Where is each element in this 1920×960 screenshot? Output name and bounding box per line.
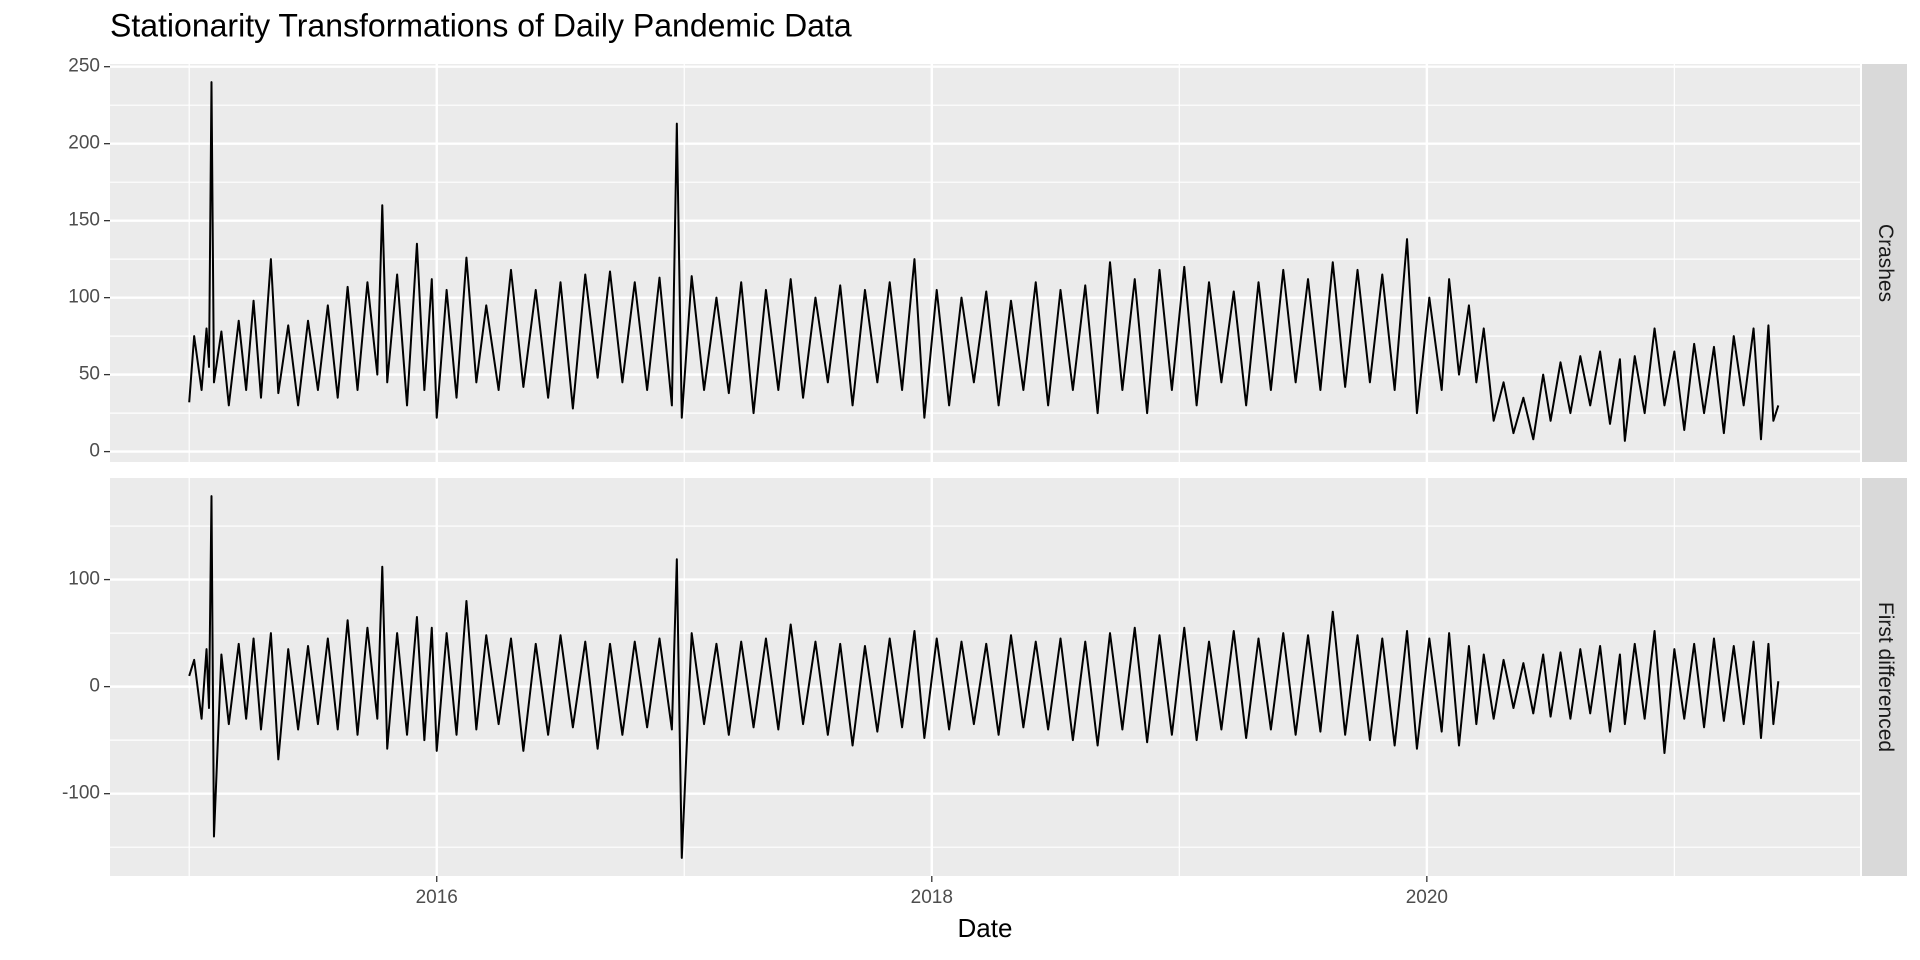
facet-strip (1862, 478, 1907, 876)
y-tick-label: 0 (89, 441, 100, 462)
y-tick-label: 50 (79, 364, 100, 385)
y-tick-label: 100 (68, 569, 100, 590)
panel-background (110, 64, 1860, 462)
x-tick-label: 2018 (911, 887, 953, 908)
y-tick-label: -100 (62, 783, 100, 804)
y-tick-label: 150 (68, 210, 100, 231)
y-tick-label: 200 (68, 133, 100, 154)
facet-strip (1862, 64, 1907, 462)
facet-label: First differenced (1874, 602, 1897, 752)
facet-label: Crashes (1874, 224, 1897, 302)
series-line (188, 81, 1780, 442)
x-tick-label: 2020 (1406, 887, 1448, 908)
chart-title: Stationarity Transformations of Daily Pa… (110, 7, 852, 43)
series-line (188, 495, 1780, 859)
x-axis-title: Date (958, 913, 1013, 943)
y-tick-label: 100 (68, 287, 100, 308)
y-tick-label: 0 (89, 676, 100, 697)
x-tick-label: 2016 (416, 887, 458, 908)
y-tick-label: 250 (68, 56, 100, 77)
